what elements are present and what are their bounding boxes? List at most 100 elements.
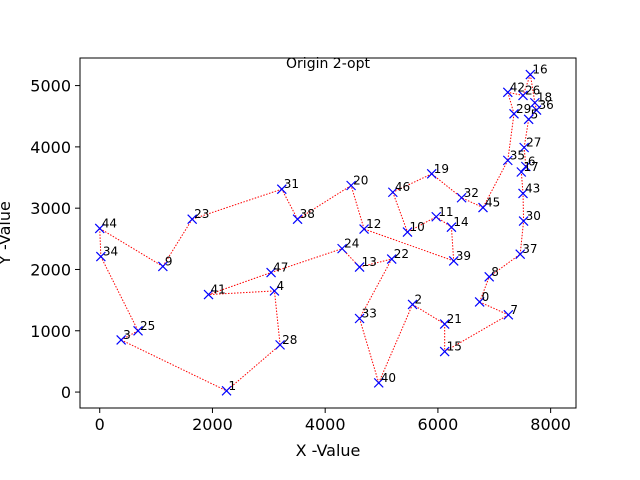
city-marker-33 <box>354 313 365 324</box>
route-segment-45-32 <box>461 197 484 209</box>
city-marker-20 <box>346 180 357 191</box>
city-marker-11 <box>431 211 442 222</box>
x-tick-label: 0 <box>95 415 105 434</box>
y-tick-label: 5000 <box>30 77 71 96</box>
plot-frame <box>79 57 577 409</box>
city-label-10: 10 <box>409 220 424 234</box>
city-label-45: 45 <box>485 196 500 210</box>
city-marker-14 <box>446 222 457 233</box>
route-segment-34-25 <box>100 256 139 331</box>
city-label-25: 25 <box>140 319 155 333</box>
city-marker-9 <box>157 261 168 272</box>
x-tick-label: 4000 <box>305 415 346 434</box>
route-segment-37-30 <box>519 220 525 255</box>
city-marker-35 <box>502 155 513 166</box>
city-label-46: 46 <box>395 180 410 194</box>
city-label-44: 44 <box>102 216 117 230</box>
route-segment-36-18 <box>534 102 538 111</box>
city-label-22: 22 <box>394 247 409 261</box>
y-axis-ticks: 0 1000 2000 3000 4000 5000 <box>30 77 80 402</box>
city-label-2: 2 <box>415 292 423 306</box>
city-markers <box>94 69 542 396</box>
route-segment-41-47 <box>208 272 272 296</box>
city-marker-46 <box>387 187 398 198</box>
x-tick-label: 2000 <box>192 415 233 434</box>
city-label-16: 16 <box>532 63 547 77</box>
city-marker-34 <box>95 251 106 262</box>
city-label-47: 47 <box>273 261 288 275</box>
city-label-29: 29 <box>516 102 531 116</box>
route-segment-30-43 <box>522 193 525 222</box>
city-label-13: 13 <box>362 255 377 269</box>
route-segment-47-24 <box>270 248 343 274</box>
route-segment-9-44 <box>99 227 164 267</box>
city-marker-32 <box>456 192 467 203</box>
y-tick-label: 3000 <box>30 199 71 218</box>
route-segment-40-2 <box>378 304 414 384</box>
city-label-36: 36 <box>539 98 554 112</box>
city-label-8: 8 <box>491 265 499 279</box>
y-tick-label: 0 <box>61 383 71 402</box>
city-marker-12 <box>359 224 369 234</box>
city-label-21: 21 <box>447 312 462 326</box>
city-marker-30 <box>518 216 529 226</box>
city-marker-27 <box>519 142 530 153</box>
city-marker-16 <box>525 69 536 80</box>
city-label-42: 42 <box>510 80 525 94</box>
city-marker-37 <box>515 249 526 260</box>
y-tick-label: 2000 <box>30 260 71 279</box>
route-segment-38-31 <box>281 188 299 220</box>
route-segment-14-39 <box>450 227 455 261</box>
city-label-28: 28 <box>282 333 297 347</box>
city-label-37: 37 <box>522 242 537 256</box>
route-segment-10-11 <box>407 216 437 233</box>
x-tick-label: 6000 <box>418 415 459 434</box>
route-lines <box>99 74 538 392</box>
city-label-14: 14 <box>453 215 468 229</box>
route-segment-16-26 <box>522 74 531 96</box>
route-segment-22-33 <box>359 258 393 319</box>
city-marker-10 <box>402 227 413 238</box>
city-label-17: 17 <box>523 160 538 174</box>
city-marker-43 <box>518 188 528 199</box>
y-axis-title: Y -Value <box>0 201 14 266</box>
city-label-0: 0 <box>482 290 490 304</box>
city-marker-21 <box>439 319 450 329</box>
city-marker-24 <box>337 243 348 254</box>
city-label-11: 11 <box>438 205 453 219</box>
city-marker-1 <box>221 385 232 396</box>
city-marker-7 <box>503 309 514 320</box>
city-marker-42 <box>502 87 513 98</box>
city-label-1: 1 <box>229 379 237 393</box>
city-label-43: 43 <box>525 181 540 195</box>
x-axis-title: X -Value <box>296 441 361 460</box>
city-marker-26 <box>518 90 528 101</box>
city-marker-45 <box>478 202 488 213</box>
route-segment-31-23 <box>192 188 282 220</box>
route-segment-43-17 <box>520 171 524 194</box>
city-label-6: 6 <box>528 154 536 168</box>
city-marker-47 <box>266 267 276 278</box>
route-segment-29-35 <box>507 113 515 161</box>
route-segment-8-37 <box>488 253 521 278</box>
city-label-18: 18 <box>537 91 552 105</box>
city-marker-3 <box>116 335 127 345</box>
city-marker-4 <box>269 286 280 296</box>
city-marker-25 <box>133 325 143 336</box>
route-segment-25-3 <box>120 330 139 341</box>
route-segment-4-41 <box>208 290 275 296</box>
city-label-26: 26 <box>525 83 540 97</box>
city-marker-17 <box>516 167 527 177</box>
route-segment-32-19 <box>431 173 462 199</box>
city-label-12: 12 <box>366 217 381 231</box>
route-segment-46-10 <box>392 192 408 233</box>
city-marker-8 <box>484 271 495 282</box>
route-segment-33-40 <box>359 318 380 384</box>
city-label-9: 9 <box>165 254 173 268</box>
city-label-32: 32 <box>464 186 479 200</box>
city-label-34: 34 <box>103 245 118 259</box>
y-tick-label: 1000 <box>30 322 71 341</box>
city-label-39: 39 <box>456 249 471 263</box>
